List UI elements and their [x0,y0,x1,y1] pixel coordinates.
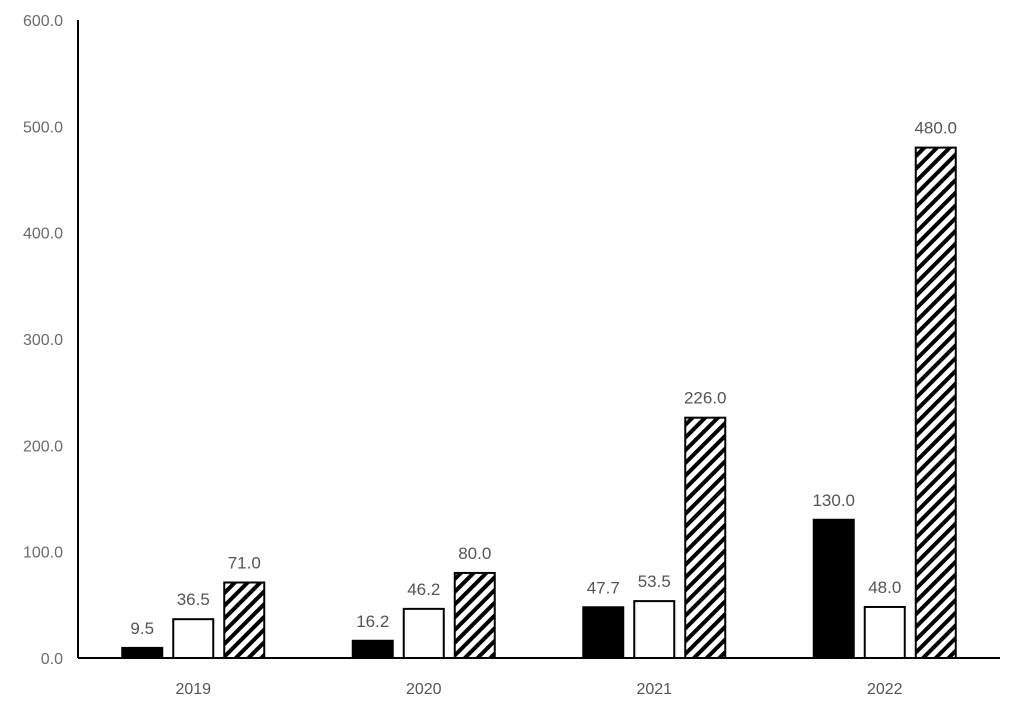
bar [684,416,727,660]
bar-value-label: 480.0 [914,119,957,138]
bar-value-label: 48.0 [868,578,901,597]
data-labels: 9.5 36.5 71.0 16.2 46.2 80.0 47.7 53.5 226.0 130.… [130,119,957,638]
bar [402,607,445,660]
x-category-label: 2019 [175,681,211,698]
bar-value-label: 47.7 [587,578,620,597]
bar [121,646,164,659]
y-tick-label: 0.0 [41,651,63,668]
bar-value-label: 36.5 [177,590,210,609]
bar [582,606,625,659]
bar-value-label: 130.0 [812,491,855,510]
bar-value-label: 80.0 [458,544,491,563]
bar [453,571,496,660]
y-tick-label: 300.0 [23,332,63,349]
axes [77,20,1000,659]
bar-value-label: 16.2 [356,612,389,631]
x-category-label: 2022 [867,681,903,698]
y-tick-label: 600.0 [23,13,63,30]
bar [223,581,266,660]
y-tick-label: 400.0 [23,226,63,243]
bar-value-label: 71.0 [228,554,261,573]
bar [812,518,855,659]
bar-series [121,146,957,660]
y-tick-label: 500.0 [23,119,63,136]
bar [351,639,394,659]
bar [172,618,215,660]
bar [863,605,906,660]
bar-value-label: 53.5 [638,572,671,591]
x-category-label: 2021 [636,681,672,698]
bar-value-label: 226.0 [684,389,727,408]
bar [914,146,957,659]
bar-value-label: 9.5 [130,619,154,638]
x-category-label: 2020 [406,681,442,698]
y-tick-label: 200.0 [23,438,63,455]
y-axis-tick-labels: 0.0 100.0 200.0 300.0 400.0 500.0 600.0 [23,13,63,668]
bar-value-label: 46.2 [407,580,440,599]
y-tick-label: 100.0 [23,545,63,562]
x-axis-category-labels: 2019 2020 2021 2022 [175,681,902,698]
bar [633,600,676,660]
